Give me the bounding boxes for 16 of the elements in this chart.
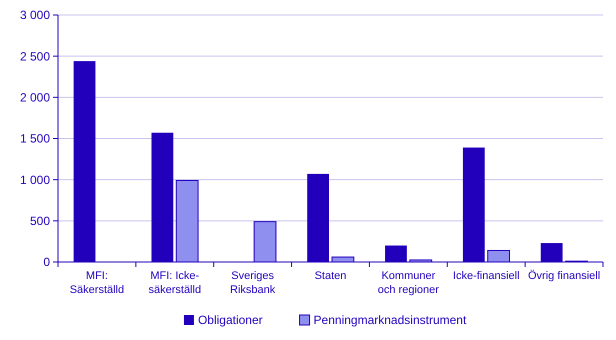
x-tick-label: Sveriges Riksbank [230, 270, 276, 296]
x-tick-label: MFI: Icke- säkerställd [148, 270, 202, 296]
legend-label: Penningmarknadsinstrument [314, 313, 467, 328]
y-tick-label: 1 500 [20, 132, 50, 146]
x-tick-label: Staten [314, 270, 346, 282]
y-tick-label: 0 [43, 255, 50, 270]
legend-label: Obligationer [198, 313, 263, 328]
y-tick-label: 1 000 [20, 172, 50, 187]
x-tick-label: Övrig finansiell [528, 269, 600, 282]
y-tick-label: 3 000 [20, 8, 50, 22]
y-tick-label: 2 000 [20, 90, 50, 105]
x-tick-label: Kommuner och regioner [378, 270, 440, 296]
y-tick-label: 2 500 [20, 49, 50, 64]
x-tick-label: MFI: Säkerställd [70, 270, 124, 296]
y-tick-label: 500 [30, 214, 50, 228]
x-tick-label: Icke-finansiell [452, 270, 520, 282]
